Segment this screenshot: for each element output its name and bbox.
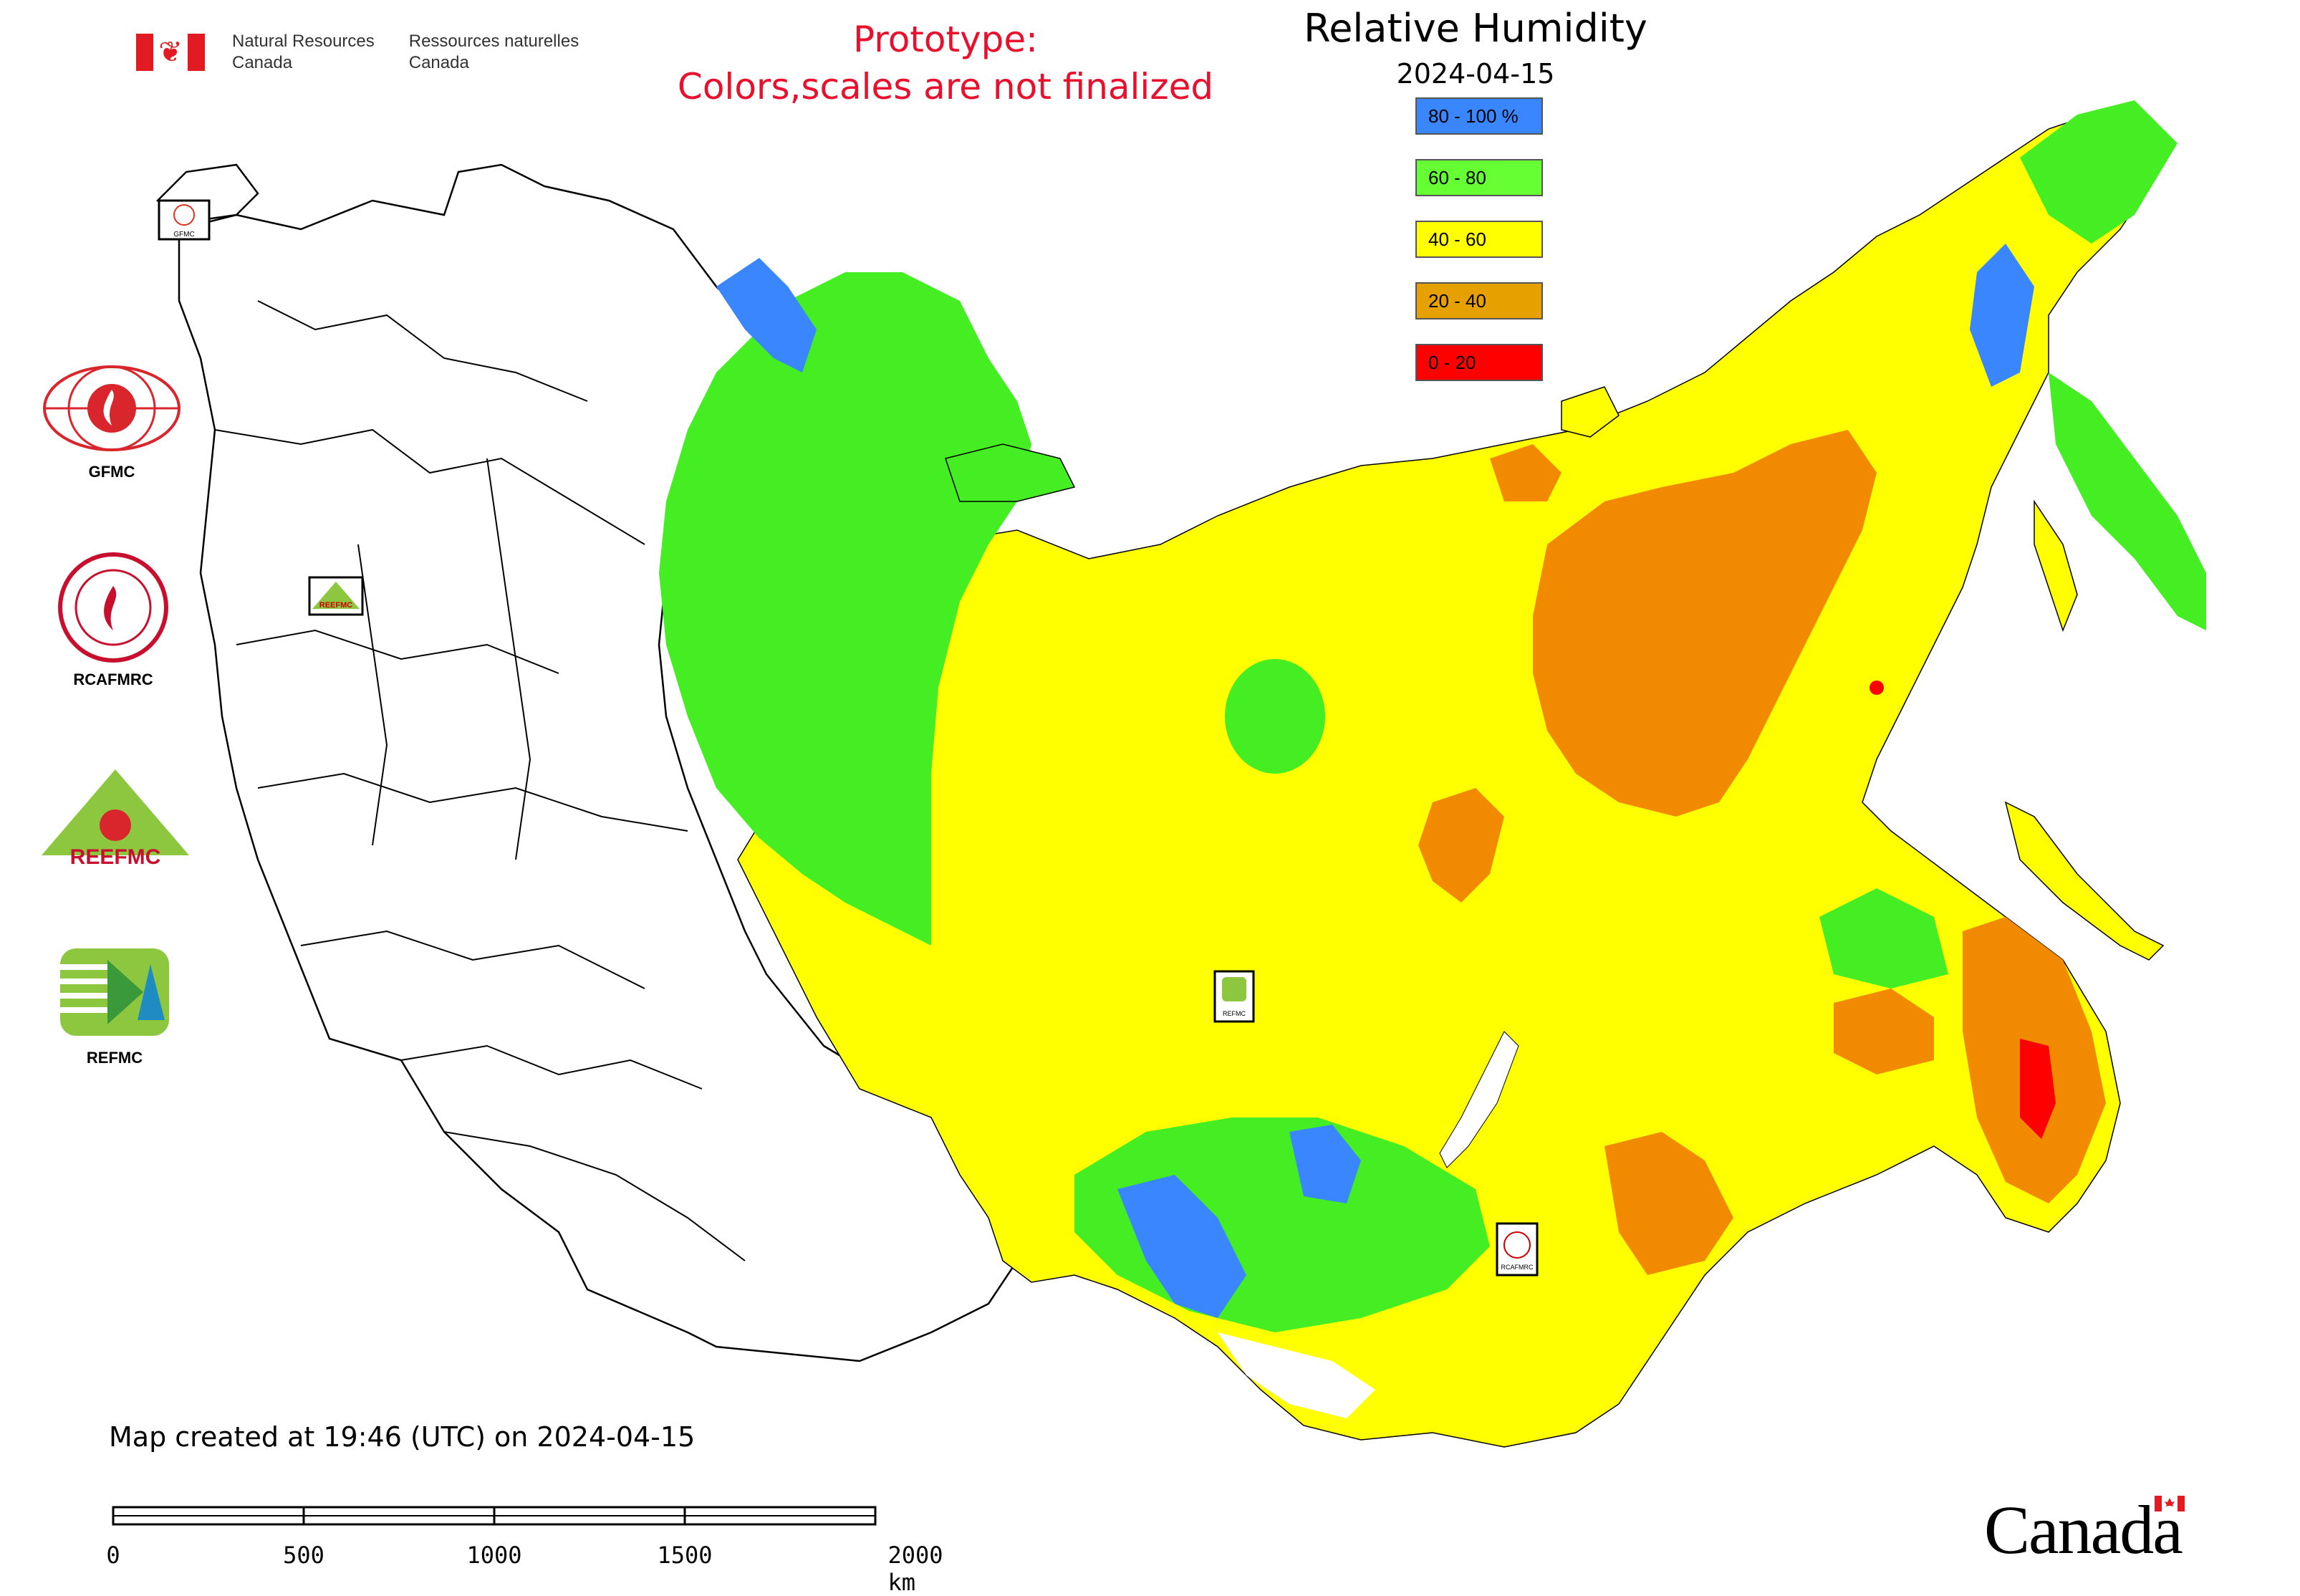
legend-item-60-80: 60 - 80 bbox=[1415, 159, 1543, 196]
legend-item-0-20: 0 - 20 bbox=[1415, 344, 1543, 381]
canada-wordmark: Canada bbox=[1984, 1490, 2185, 1569]
refmc-emblem-icon bbox=[60, 948, 169, 1036]
agency-name-fr: Ressources naturelles Canada bbox=[408, 32, 579, 72]
reefmc-marker-icon[interactable]: REEFMC bbox=[308, 576, 364, 616]
prototype-notice: Prototype: Colors,scales are not finaliz… bbox=[677, 19, 1214, 107]
agency-name-en: Natural Resources Canada bbox=[232, 32, 375, 72]
legend-item-20-40: 20 - 40 bbox=[1415, 282, 1543, 319]
map-date: 2024-04-15 bbox=[1396, 58, 1555, 90]
gfmc-label: GFMC bbox=[88, 463, 135, 481]
map-title: Relative Humidity bbox=[1304, 6, 1647, 51]
refmc-marker-icon[interactable]: REFMC bbox=[1213, 970, 1255, 1023]
svg-text:RCAFMRC: RCAFMRC bbox=[1501, 1264, 1534, 1271]
scale-label-0: 0 bbox=[106, 1542, 120, 1569]
gfmc-marker-icon[interactable]: GFMC bbox=[158, 199, 211, 241]
refmc-logo: REFMC bbox=[57, 946, 172, 1067]
canada-flag-icon: ❦ bbox=[136, 34, 205, 71]
canada-wordmark-flag-icon bbox=[2154, 1496, 2185, 1511]
map-created-timestamp: Map created at 19:46 (UTC) on 2024-04-15 bbox=[109, 1421, 696, 1453]
internal-borders-west bbox=[214, 300, 746, 1261]
scale-label-1500: 1500 bbox=[657, 1542, 713, 1569]
svg-text:GFMC: GFMC bbox=[173, 231, 194, 239]
svg-text:REEFMC: REEFMC bbox=[70, 845, 161, 867]
refmc-label: REFMC bbox=[86, 1049, 143, 1067]
gfmc-emblem-icon bbox=[43, 365, 181, 451]
reefmc-logo: REEFMC bbox=[39, 766, 192, 871]
nrcan-signature: ❦ Natural Resources Canada Ressources nat… bbox=[136, 27, 613, 77]
rcafmrc-label: RCAFMRC bbox=[73, 670, 153, 688]
scale-bar: 0 500 1000 1500 2000 km bbox=[106, 1497, 943, 1596]
rcafmrc-emblem-icon bbox=[58, 552, 168, 663]
legend-item-80-100: 80 - 100 % bbox=[1415, 97, 1543, 135]
rcafmrc-marker-icon[interactable]: RCAFMRC bbox=[1496, 1222, 1539, 1277]
legend-item-40-60: 40 - 60 bbox=[1415, 221, 1543, 258]
legend: 80 - 100 % 60 - 80 40 - 60 20 - 40 0 - 2… bbox=[1415, 97, 1543, 405]
reefmc-emblem-icon: REEFMC bbox=[42, 769, 189, 869]
scale-label-500: 500 bbox=[283, 1542, 324, 1569]
humidity-field bbox=[659, 100, 2206, 1448]
svg-text:REFMC: REFMC bbox=[1223, 1010, 1246, 1017]
scale-label-1000: 1000 bbox=[466, 1542, 522, 1569]
gfmc-logo: GFMC bbox=[40, 364, 183, 481]
scale-bar-graphic bbox=[112, 1506, 877, 1526]
svg-text:REEFMC: REEFMC bbox=[319, 601, 353, 610]
rcafmrc-logo: RCAFMRC bbox=[57, 552, 169, 689]
scale-label-2000: 2000 km bbox=[887, 1542, 943, 1596]
